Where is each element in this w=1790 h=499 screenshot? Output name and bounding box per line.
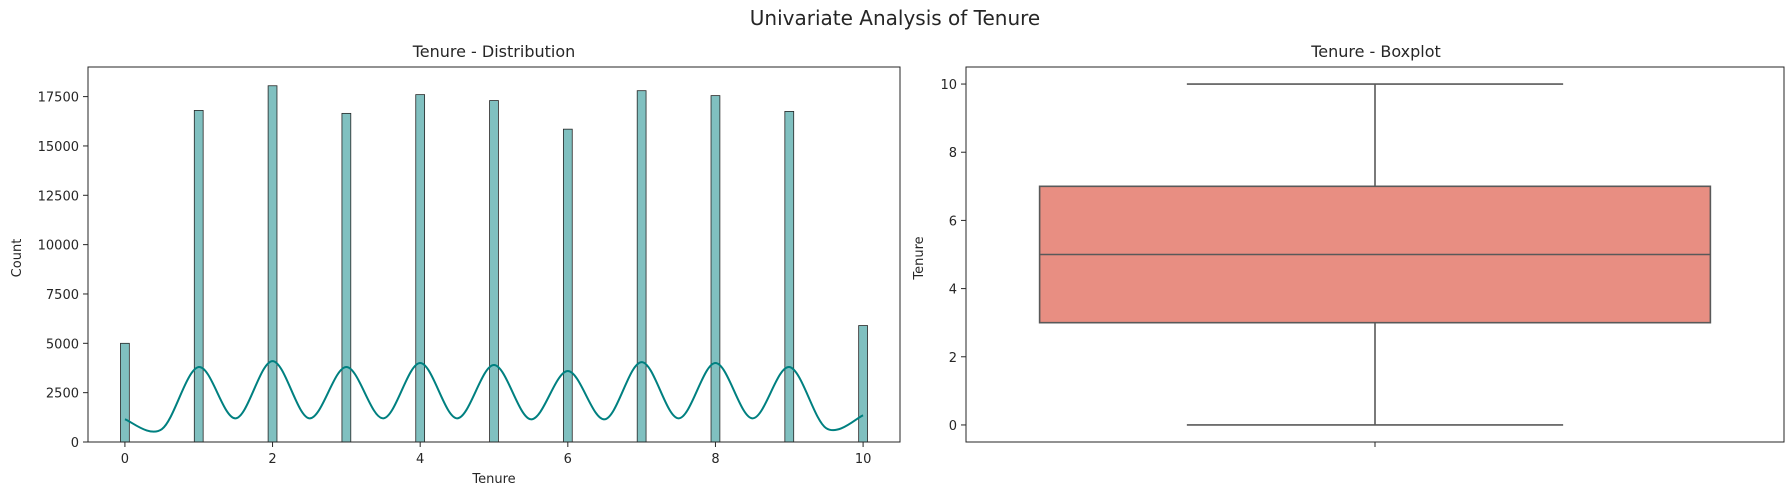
histogram-bar	[193, 110, 204, 443]
histogram-bar	[636, 90, 647, 443]
histogram-bar	[267, 85, 278, 443]
histogram-bars	[120, 85, 868, 443]
y-tick-label: 10	[940, 78, 957, 93]
y-tick-label: 5000	[46, 337, 79, 352]
histogram-frame	[87, 66, 901, 443]
x-tick-label: 6	[564, 452, 572, 467]
histogram-bar	[858, 325, 868, 443]
histogram-y-label: Count	[10, 239, 25, 278]
figure-title: Univariate Analysis of Tenure	[750, 6, 1040, 30]
boxplot-y-label: Tenure	[912, 236, 927, 280]
boxplot-axes: 0 2 4 6 8 10	[940, 78, 1376, 447]
y-tick-label: 2500	[46, 387, 79, 402]
boxplot-frame	[965, 66, 1785, 443]
histogram-bar	[562, 128, 573, 443]
kde-line	[124, 360, 864, 433]
x-tick-label: 2	[268, 452, 276, 467]
y-tick-label: 6	[949, 214, 957, 229]
x-tick-label: 10	[855, 452, 872, 467]
x-tick-label: 0	[121, 452, 129, 467]
y-tick-label: 0	[71, 436, 79, 451]
histogram-bar	[120, 342, 130, 443]
x-tick-label: 4	[416, 452, 424, 467]
y-tick-label: 2	[949, 351, 957, 366]
histogram-bar	[489, 100, 499, 443]
x-tick-label: 8	[711, 452, 719, 467]
y-tick-label: 4	[949, 283, 957, 298]
y-tick-label: 12500	[38, 189, 79, 204]
y-tick-label: 8	[949, 146, 957, 161]
histogram-bar	[784, 111, 795, 443]
y-tick-label: 15000	[38, 140, 79, 155]
boxplot-box	[1038, 83, 1712, 426]
y-tick-label: 0	[949, 419, 957, 434]
histogram-axes: 0 2500 5000 7500 10000 12500 15000 17500 0 2 4 6 8 10	[38, 91, 872, 467]
y-tick-label: 7500	[46, 288, 79, 303]
histogram-title: Tenure - Distribution	[412, 42, 576, 61]
y-tick-label: 17500	[38, 91, 79, 106]
y-tick-label: 10000	[38, 239, 79, 254]
histogram-bar	[341, 112, 352, 443]
boxplot-panel: Tenure - Boxplot 0 2 4 6 8 10 Tenure	[912, 42, 1785, 447]
histogram-bar	[415, 94, 426, 443]
histogram-bar	[710, 95, 721, 443]
boxplot-title: Tenure - Boxplot	[1310, 42, 1441, 61]
histogram-panel: Tenure - Distribution 0 2500 5000 7500 10000…	[10, 42, 901, 487]
histogram-x-label: Tenure	[471, 472, 515, 487]
